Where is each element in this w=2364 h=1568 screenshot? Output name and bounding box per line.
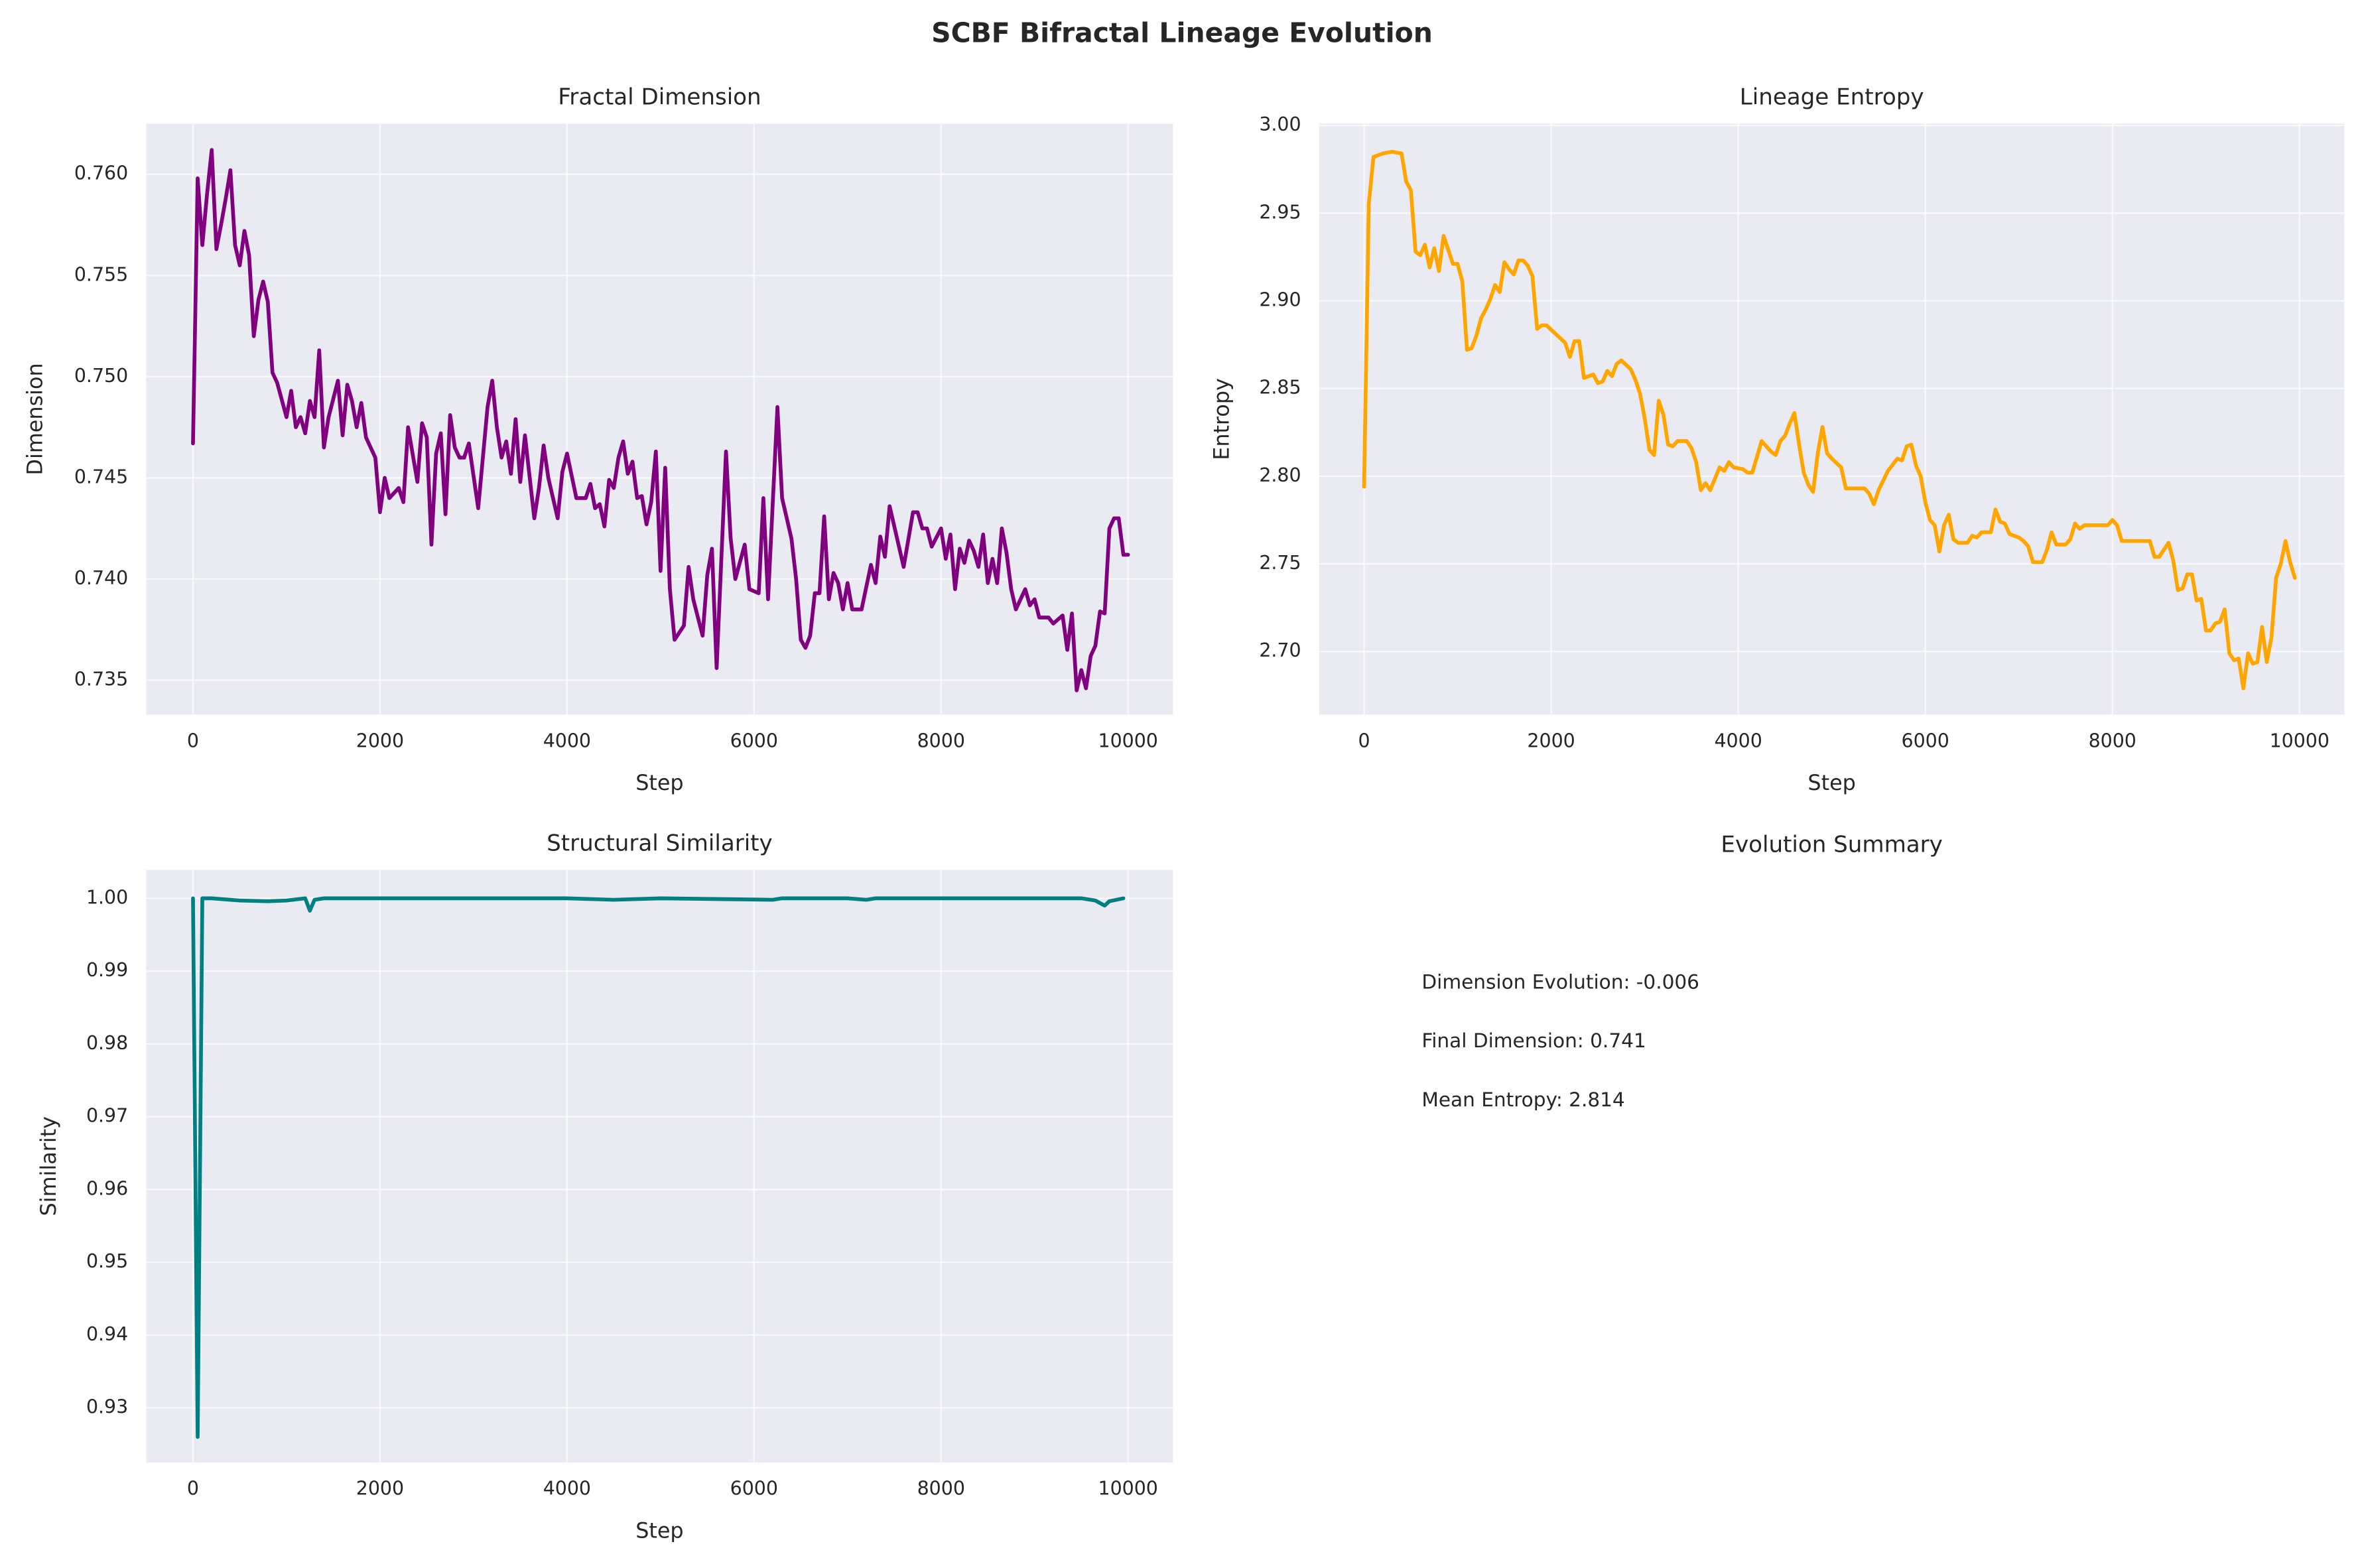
x-tick-label: 10000 (2270, 730, 2330, 751)
y-tick-label: 3.00 (1259, 113, 1301, 135)
plot-area (146, 870, 1173, 1463)
y-tick-label: 0.99 (86, 959, 128, 981)
x-tick-label: 0 (187, 730, 199, 751)
plot-area (146, 123, 1173, 715)
x-tick-label: 6000 (730, 730, 778, 751)
y-tick-label: 2.90 (1259, 289, 1301, 310)
x-tick-label: 2000 (356, 1478, 404, 1500)
y-tick-label: 0.750 (74, 365, 128, 387)
y-tick-label: 1.00 (86, 886, 128, 908)
summary-line: Mean Entropy: 2.814 (1421, 1088, 1624, 1111)
x-tick-label: 6000 (730, 1478, 778, 1500)
y-tick-label: 2.70 (1259, 639, 1301, 661)
x-tick-label: 6000 (1902, 730, 1949, 751)
y-tick-label: 0.740 (74, 567, 128, 589)
figure-title: SCBF Bifractal Lineage Evolution (931, 17, 1433, 48)
x-tick-label: 2000 (1527, 730, 1575, 751)
x-tick-label: 0 (187, 1478, 199, 1500)
x-axis-label: Step (635, 1518, 683, 1543)
x-tick-label: 0 (1358, 730, 1370, 751)
y-tick-label: 0.93 (86, 1396, 128, 1418)
x-tick-label: 2000 (356, 730, 404, 751)
y-tick-label: 0.98 (86, 1032, 128, 1054)
subplot-title: Lineage Entropy (1740, 84, 1924, 110)
y-tick-label: 2.95 (1259, 201, 1301, 223)
data-line (1362, 149, 2297, 690)
y-tick-label: 2.80 (1259, 464, 1301, 486)
x-tick-label: 4000 (543, 1478, 591, 1500)
summary-line: Dimension Evolution: -0.006 (1421, 971, 1699, 994)
y-tick-label: 0.745 (74, 466, 128, 488)
data-line (191, 148, 1130, 692)
y-tick-label: 0.735 (74, 669, 128, 690)
y-tick-label: 0.97 (86, 1105, 128, 1127)
y-tick-label: 0.755 (74, 263, 128, 285)
plot-area (1319, 123, 2345, 715)
subplot-title: Fractal Dimension (558, 84, 761, 110)
x-tick-label: 10000 (1098, 730, 1158, 751)
y-tick-label: 2.75 (1259, 552, 1301, 574)
summary-title: Evolution Summary (1721, 832, 1942, 858)
subplot-title: Structural Similarity (547, 830, 773, 856)
y-axis-label: Dimension (23, 363, 48, 475)
data-line (191, 896, 1126, 1439)
y-tick-label: 0.96 (86, 1177, 128, 1199)
x-tick-label: 8000 (2089, 730, 2136, 751)
x-tick-label: 4000 (543, 730, 591, 751)
y-tick-label: 0.760 (74, 163, 128, 184)
y-axis-label: Similarity (36, 1116, 61, 1216)
y-tick-label: 2.85 (1259, 377, 1301, 399)
x-tick-label: 8000 (917, 1478, 965, 1500)
x-tick-label: 10000 (1098, 1478, 1158, 1500)
x-tick-label: 4000 (1714, 730, 1762, 751)
y-axis-label: Entropy (1209, 378, 1234, 460)
x-axis-label: Step (635, 770, 683, 795)
x-axis-label: Step (1807, 770, 1855, 795)
x-tick-label: 8000 (917, 730, 965, 751)
y-tick-label: 0.95 (86, 1250, 128, 1272)
summary-line: Final Dimension: 0.741 (1421, 1029, 1646, 1052)
y-tick-label: 0.94 (86, 1323, 128, 1345)
